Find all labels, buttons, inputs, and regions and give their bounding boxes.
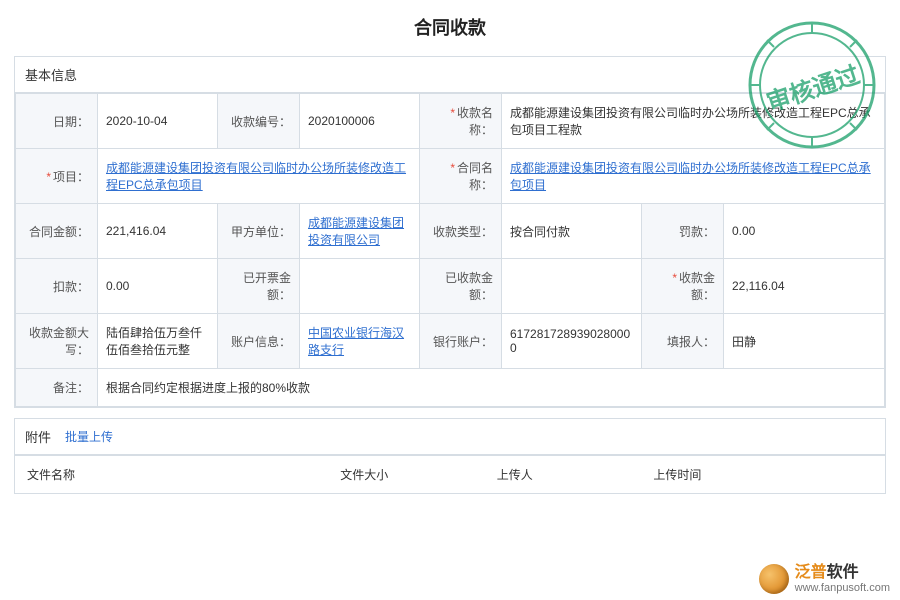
basic-info-panel: 基本信息 日期： 2020-10-04 收款编号： 2020100006 *收款… <box>14 56 886 408</box>
brand-text: 泛普软件 <box>795 564 859 581</box>
form-table: 日期： 2020-10-04 收款编号： 2020100006 *收款名称： 成… <box>15 93 885 407</box>
col-uploader: 上传人 <box>485 456 642 494</box>
link-party-a[interactable]: 成都能源建设集团投资有限公司 <box>308 216 404 247</box>
label-contract-name: *合同名称： <box>420 149 502 204</box>
label-project: *项目： <box>16 149 98 204</box>
value-penalty: 0.00 <box>724 204 885 259</box>
label-date: 日期： <box>16 94 98 149</box>
value-receipt-amount: 22,116.04 <box>724 259 885 314</box>
value-receipt-type: 按合同付款 <box>502 204 642 259</box>
label-penalty: 罚款： <box>642 204 724 259</box>
value-receipt-no: 2020100006 <box>300 94 420 149</box>
col-filesize: 文件大小 <box>328 456 485 494</box>
value-date: 2020-10-04 <box>98 94 218 149</box>
label-account-info: 账户信息： <box>218 314 300 369</box>
value-filler: 田静 <box>724 314 885 369</box>
label-bank-account: 银行账户： <box>420 314 502 369</box>
link-account-info[interactable]: 中国农业银行海汉路支行 <box>308 326 404 357</box>
label-deduction: 扣款： <box>16 259 98 314</box>
label-receipt-no: 收款编号： <box>218 94 300 149</box>
value-remark: 根据合同约定根据进度上报的80%收款 <box>98 369 885 407</box>
value-deduction: 0.00 <box>98 259 218 314</box>
value-receipt-name: 成都能源建设集团投资有限公司临时办公场所装修改造工程EPC总承包项目工程款 <box>502 94 885 149</box>
label-receipt-type: 收款类型： <box>420 204 502 259</box>
value-bank-account: 6172817289390280000 <box>502 314 642 369</box>
batch-upload-link[interactable]: 批量上传 <box>65 428 113 445</box>
label-invoiced: 已开票金额： <box>218 259 300 314</box>
label-receipt-name: *收款名称： <box>420 94 502 149</box>
attachments-panel: 附件 批量上传 文件名称 文件大小 上传人 上传时间 <box>14 418 886 494</box>
label-contract-amount: 合同金额： <box>16 204 98 259</box>
basic-info-header: 基本信息 <box>15 57 885 93</box>
watermark: 泛普软件 www.fanpusoft.com <box>759 558 890 594</box>
value-amount-cn: 陆佰肆拾伍万叁仟伍佰叁拾伍元整 <box>98 314 218 369</box>
brand-url: www.fanpusoft.com <box>795 582 890 594</box>
link-contract-name[interactable]: 成都能源建设集团投资有限公司临时办公场所装修改造工程EPC总承包项目 <box>510 161 871 192</box>
label-remark: 备注： <box>16 369 98 407</box>
value-contract-amount: 221,416.04 <box>98 204 218 259</box>
value-invoiced <box>300 259 420 314</box>
label-amount-cn: 收款金额大写： <box>16 314 98 369</box>
attachments-table: 文件名称 文件大小 上传人 上传时间 <box>15 455 885 493</box>
label-party-a: 甲方单位： <box>218 204 300 259</box>
logo-icon <box>759 564 789 594</box>
col-upload-time: 上传时间 <box>641 456 885 494</box>
page-title: 合同收款 <box>0 0 900 50</box>
label-received: 已收款金额： <box>420 259 502 314</box>
link-project[interactable]: 成都能源建设集团投资有限公司临时办公场所装修改造工程EPC总承包项目 <box>106 161 406 192</box>
label-receipt-amount: *收款金额： <box>642 259 724 314</box>
label-filler: 填报人： <box>642 314 724 369</box>
attachments-title: 附件 <box>25 427 51 446</box>
col-filename: 文件名称 <box>15 456 328 494</box>
value-received <box>502 259 642 314</box>
